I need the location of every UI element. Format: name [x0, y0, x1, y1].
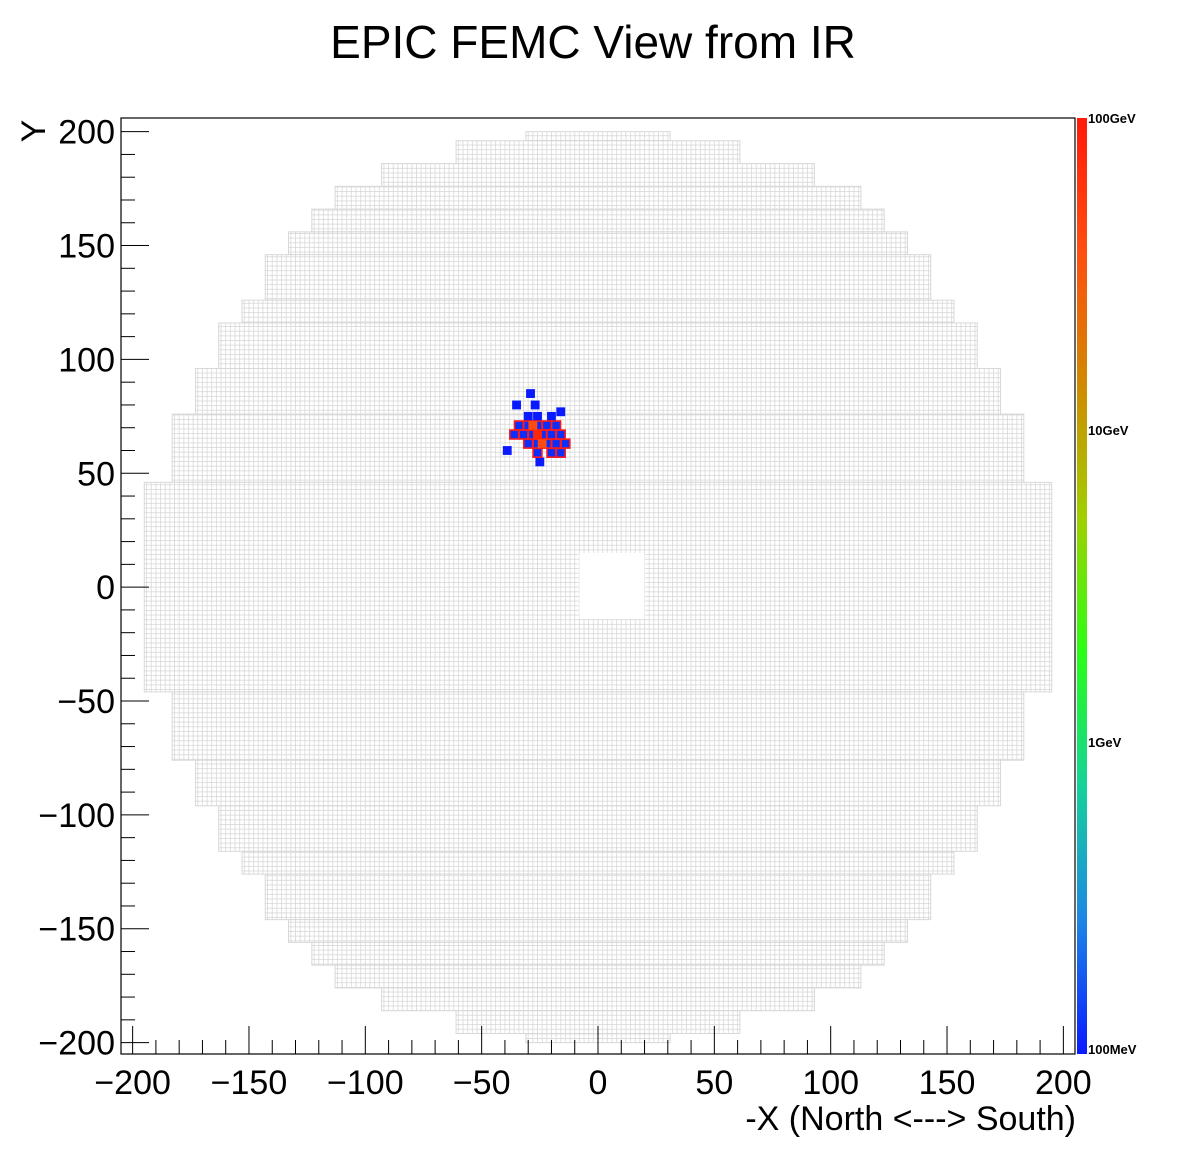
hit-cell [518, 429, 529, 440]
detector-row [241, 850, 955, 875]
detector-row [194, 368, 1002, 415]
detector-row [288, 231, 908, 256]
detector-row [241, 299, 955, 324]
x-tick-label: −150 [211, 1064, 288, 1102]
hit-cell [550, 420, 562, 431]
detector-row [288, 919, 908, 943]
y-tick-label: −200 [38, 1025, 115, 1063]
colorbar-label: 100GeV [1088, 111, 1136, 126]
hit-cell [555, 447, 566, 458]
y-tick-label: 100 [58, 341, 115, 379]
hit-cell [530, 400, 540, 410]
hit-cells [502, 389, 571, 467]
hit-cell [526, 389, 535, 398]
y-axis-title: Y [15, 120, 53, 143]
hit-cell [535, 457, 545, 467]
chart-title: EPIC FEMC View from IR [330, 16, 856, 68]
hit-cell [533, 430, 542, 439]
detector-row [334, 185, 862, 210]
colorbar-label: 100MeV [1088, 1042, 1137, 1057]
x-tick-label: −50 [453, 1064, 511, 1102]
detector-row [381, 987, 815, 1012]
y-tick-label: 0 [96, 569, 115, 607]
detector-grid [143, 131, 1053, 1044]
detector-row [311, 941, 885, 966]
hit-cell [502, 446, 512, 455]
hit-cell [546, 447, 557, 458]
hit-cell [537, 439, 547, 449]
detector-row [194, 759, 1002, 807]
hit-cell [509, 429, 520, 440]
detector-row [264, 254, 932, 301]
y-tick-label: 200 [58, 114, 115, 152]
colorbar-gradient [1077, 118, 1087, 1054]
y-tick-label: −100 [38, 797, 115, 835]
hit-cell [560, 438, 571, 449]
colorbar-label: 1GeV [1088, 735, 1122, 750]
y-tick-label: −50 [57, 683, 115, 721]
detector-row [334, 964, 862, 989]
hit-cell [532, 447, 543, 458]
hit-cell [513, 420, 525, 431]
hit-cell [546, 429, 557, 440]
x-tick-label: −100 [327, 1064, 404, 1102]
hit-cell [541, 420, 553, 431]
axes: −200 −150 −100 −50 0 50 100 150 200 200 150 100 50 0 −… [38, 114, 1091, 1102]
y-tick-label: −150 [38, 911, 115, 949]
hit-cell [556, 407, 566, 417]
x-tick-label: 0 [589, 1064, 608, 1102]
x-tick-label: 50 [695, 1064, 733, 1102]
x-tick-label: 150 [919, 1064, 976, 1102]
detector-row [381, 163, 815, 187]
hit-cell [555, 429, 566, 440]
detector-row [525, 131, 671, 142]
detector-row [311, 208, 885, 233]
detector-row [264, 873, 932, 921]
hit-cell [522, 438, 534, 449]
y-tick-label: 50 [77, 455, 115, 493]
colorbar: 100MeV 1GeV 10GeV 100GeV [1077, 111, 1137, 1057]
detector-row [171, 691, 1025, 761]
y-tick-label: 150 [58, 228, 115, 266]
hit-cell [512, 400, 521, 410]
x-axis-title: -X (North <---> South) [745, 1100, 1076, 1138]
beam-hole [579, 552, 645, 620]
detector-row [171, 413, 1025, 483]
hit-cell [523, 411, 533, 421]
hit-cell [547, 411, 556, 421]
x-tick-label: −200 [94, 1064, 171, 1102]
x-tick-label: 200 [1035, 1064, 1092, 1102]
detector-row [218, 322, 978, 370]
detector-row [455, 140, 741, 165]
hit-cell [533, 411, 542, 421]
hit-cell [550, 438, 562, 449]
x-tick-label: 100 [802, 1064, 859, 1102]
detector-row [218, 805, 978, 852]
hit-cell [528, 421, 538, 430]
colorbar-label: 10GeV [1088, 423, 1129, 438]
